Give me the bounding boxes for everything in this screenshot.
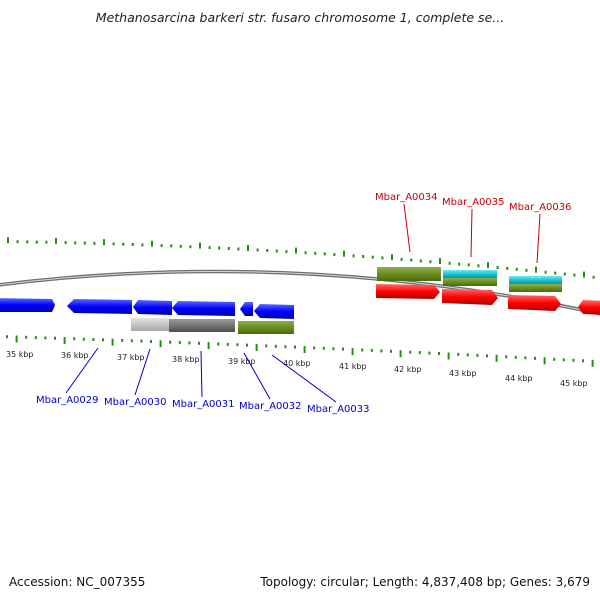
reverse-strand-cds-track — [0, 298, 294, 319]
cds-arrow-mbar-a0028[interactable] — [0, 298, 55, 312]
gene-callout-line — [536, 213, 541, 264]
gene-callout-line — [403, 203, 411, 253]
gene-label-mbar-a0029[interactable]: Mbar_A0029 — [36, 395, 99, 406]
accession-text: Accession: NC_007355 — [9, 575, 146, 589]
gene-labels-reverse: Mbar_A0029 Mbar_A0030 Mbar_A0031 Mbar_A0032… — [36, 347, 370, 415]
cds-arrow-mbar-a0029[interactable] — [67, 299, 132, 314]
tick-row-outer — [7, 237, 595, 279]
cds-arrow-mbar-a0035[interactable] — [442, 289, 498, 305]
kbp-label: 43 kbp — [449, 369, 477, 378]
kbp-label: 40 kbp — [283, 359, 311, 368]
cds-arrow-mbar-a0032[interactable] — [240, 302, 253, 316]
cog-bar-a0031 — [169, 319, 235, 332]
cds-arrow-mbar-a0030[interactable] — [133, 300, 172, 315]
tick-row-inner — [6, 335, 594, 367]
kbp-label: 42 kbp — [394, 365, 422, 374]
genome-summary-text: Topology: circular; Length: 4,837,408 bp… — [260, 575, 590, 589]
kbp-label: 41 kbp — [339, 362, 367, 371]
cog-bar-a0035-green — [443, 278, 497, 286]
gene-label-mbar-a0030[interactable]: Mbar_A0030 — [104, 397, 167, 408]
cds-arrow-mbar-a0031[interactable] — [172, 301, 235, 316]
cds-arrow-mbar-a0034[interactable] — [376, 284, 440, 299]
cog-bar-a0035-cyan — [443, 270, 497, 278]
gene-callout-line — [65, 347, 99, 394]
cds-arrow-mbar-a0033[interactable] — [254, 304, 294, 319]
gene-label-mbar-a0033[interactable]: Mbar_A0033 — [307, 404, 370, 415]
map-title: Methanosarcina barkeri str. fusaro chrom… — [95, 10, 505, 25]
cog-bar-a0036-cyan — [509, 276, 562, 284]
cog-bar-a0036-green — [509, 284, 562, 292]
gene-callout-line — [470, 208, 473, 258]
kbp-label: 35 kbp — [6, 350, 34, 359]
reverse-cog-track — [131, 318, 294, 334]
kbp-label: 38 kbp — [172, 355, 200, 364]
gene-callout-line — [134, 348, 151, 396]
gene-callout-line — [200, 350, 203, 398]
cds-arrow-mbar-a0037[interactable] — [578, 300, 600, 315]
gene-label-mbar-a0036[interactable]: Mbar_A0036 — [509, 202, 572, 213]
gene-callout-line — [271, 354, 337, 403]
kbp-label: 37 kbp — [117, 353, 145, 362]
kbp-label: 39 kbp — [228, 357, 256, 366]
kbp-scale-labels: 35 kbp 36 kbp 37 kbp 38 kbp 39 kbp 40 kbp 41 k… — [6, 350, 588, 388]
gene-label-mbar-a0032[interactable]: Mbar_A0032 — [239, 401, 302, 412]
gene-labels-forward: Mbar_A0034 Mbar_A0035 Mbar_A0036 — [375, 192, 572, 264]
cds-arrow-mbar-a0036[interactable] — [508, 295, 561, 311]
forward-cog-track — [377, 267, 562, 292]
kbp-label: 36 kbp — [61, 351, 89, 360]
gene-label-mbar-a0035[interactable]: Mbar_A0035 — [442, 197, 505, 208]
forward-strand-cds-track — [376, 284, 600, 315]
gene-label-mbar-a0034[interactable]: Mbar_A0034 — [375, 192, 438, 203]
kbp-label: 45 kbp — [560, 379, 588, 388]
kbp-label: 44 kbp — [505, 374, 533, 383]
cog-bar-a0032 — [238, 321, 294, 334]
cog-bar-a0030 — [131, 318, 169, 331]
gene-callout-line — [243, 352, 271, 400]
cog-bar-a0034 — [377, 267, 441, 281]
gene-label-mbar-a0031[interactable]: Mbar_A0031 — [172, 399, 235, 410]
